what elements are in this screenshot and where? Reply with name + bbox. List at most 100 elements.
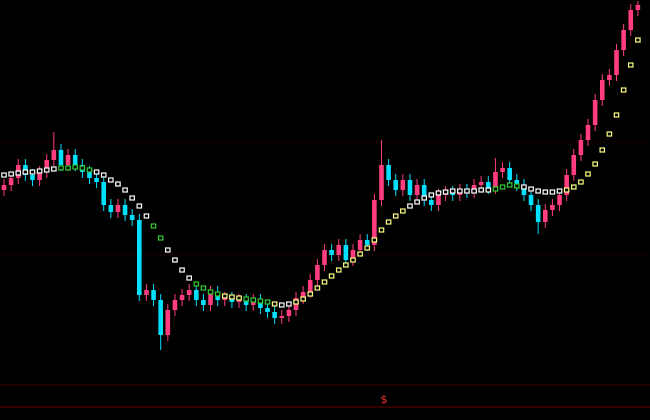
indicator-box [528, 186, 534, 192]
indicator-box [499, 184, 506, 190]
candle-body [329, 250, 334, 255]
candle-body [578, 140, 584, 155]
candle-body [44, 160, 50, 172]
indicator-box [108, 177, 114, 183]
candle-body [493, 172, 498, 188]
indicator-box [321, 279, 328, 285]
indicator-box [513, 183, 520, 189]
indicator-box [478, 187, 484, 193]
indicator-box [243, 296, 249, 302]
candle-body [72, 155, 78, 165]
candle-body [414, 185, 420, 195]
indicator-box [492, 186, 499, 192]
candle-body [614, 50, 619, 75]
candle-body [372, 200, 377, 245]
candle-body [607, 75, 612, 80]
candle-body [300, 292, 306, 298]
candle-body [1, 185, 7, 190]
indicator-box [343, 262, 349, 268]
candle-body [528, 195, 534, 205]
indicator-box [36, 168, 43, 174]
candle-body [179, 295, 185, 300]
indicator-box [186, 275, 192, 281]
candle-body [557, 195, 562, 205]
candle-body [507, 168, 512, 180]
candle-body [429, 200, 434, 205]
indicator-box [278, 302, 285, 308]
indicator-box [464, 188, 470, 194]
candle-body [144, 290, 149, 295]
indicator-box [627, 62, 634, 68]
candle-body [592, 100, 598, 125]
candle-body [222, 298, 228, 300]
candle-body [535, 205, 541, 222]
indicator-box [506, 182, 513, 188]
indicator-box [314, 285, 321, 291]
candle-body [336, 245, 342, 255]
candle-body [286, 310, 292, 316]
candle-body [37, 172, 42, 180]
indicator-box [442, 189, 449, 195]
indicator-box [421, 195, 428, 201]
indicator-box [449, 188, 456, 194]
candle-body [386, 165, 391, 180]
indicator-box [22, 169, 29, 175]
candle-body [165, 310, 171, 335]
candle-body [30, 175, 35, 180]
candle-body [350, 250, 356, 260]
indicator-box [200, 285, 207, 291]
indicator-box [307, 291, 314, 297]
indicator-box [172, 257, 178, 263]
candle-body [407, 180, 413, 195]
indicator-box [1, 172, 7, 178]
candle-body [322, 250, 327, 265]
candle-body [400, 180, 406, 190]
indicator-box [578, 179, 584, 185]
candle-body [272, 312, 277, 318]
candle-body [243, 300, 249, 305]
indicator-box [293, 299, 299, 305]
indicator-box [328, 273, 335, 279]
candle-body [108, 205, 114, 212]
indicator-box [606, 131, 613, 137]
indicator-box [93, 169, 100, 175]
indicator-box [193, 281, 200, 287]
candle-body [94, 178, 99, 182]
indicator-box [43, 167, 50, 173]
indicator-box [264, 299, 271, 305]
candle-body [436, 195, 441, 205]
candle-body [486, 182, 491, 188]
indicator-box [51, 166, 57, 172]
indicator-box [300, 296, 306, 302]
indicator-box [400, 208, 406, 214]
indicator-box [271, 301, 278, 307]
candle-body [229, 298, 235, 302]
candle-body [258, 300, 263, 308]
indicator-box [521, 184, 527, 190]
indicator-box [229, 294, 235, 300]
candle-body [542, 210, 548, 222]
candle-body [236, 300, 242, 302]
candle-body [307, 280, 313, 292]
candle-body [364, 240, 370, 245]
indicator-box [8, 171, 14, 177]
candle-body [478, 182, 484, 185]
indicator-box [570, 184, 577, 190]
candle-body [500, 168, 505, 172]
candle-body [8, 178, 14, 185]
indicator-box [457, 188, 463, 194]
candle-body [343, 245, 349, 260]
indicator-box [79, 165, 86, 171]
candle-body [628, 10, 634, 30]
candle-body [265, 308, 270, 312]
marker-label: $ [381, 393, 388, 406]
candle-body [194, 290, 199, 300]
indicator-box [620, 87, 627, 93]
indicator-box [556, 188, 563, 194]
indicator-box [378, 227, 385, 233]
indicator-box [471, 188, 477, 194]
indicator-box [58, 165, 64, 171]
candle-body [621, 30, 626, 50]
candle-body [158, 300, 163, 335]
indicator-box [179, 267, 185, 273]
